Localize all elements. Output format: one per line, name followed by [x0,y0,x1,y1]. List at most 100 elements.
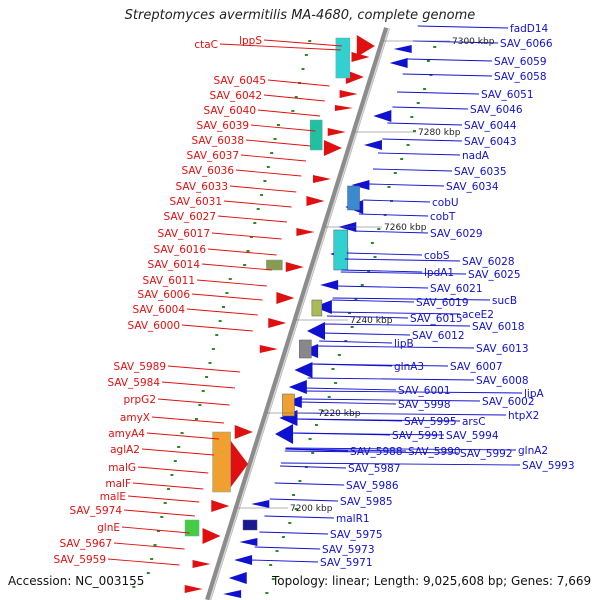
forward-gene-arrow [285,262,304,272]
tick-mark [249,236,253,238]
forward-gene-arrow [323,140,342,156]
left-gene-label: SAV_5974 [69,505,122,517]
tick-mark [173,460,177,462]
right-gene-label: sucB [492,295,517,307]
forward-gene-arrow [268,318,287,328]
left-gene-label: SAV_5967 [59,538,112,550]
left-gene-leader [217,215,287,223]
tick-mark [208,362,212,364]
forward-gene-arrow [351,52,370,62]
right-gene-label: SAV_6019 [416,297,469,309]
left-gene-leader [240,154,307,162]
left-gene-label: SAV_6000 [127,320,180,332]
tick-mark [269,564,273,566]
left-gene-label: SAV_6040 [203,105,256,117]
tick-mark [304,54,308,56]
right-gene-label: SAV_5975 [330,529,383,541]
left-gene-leader [113,542,185,550]
right-gene-label: SAV_6002 [482,396,535,408]
left-gene-label: SAV_6014 [147,259,200,271]
left-gene-leader [181,324,253,332]
right-gene-leader [259,531,329,535]
right-gene-label: SAV_6021 [430,283,483,295]
left-gene-label: SAV_6045 [213,75,266,87]
right-gene-leader [353,230,429,234]
reverse-gene-arrow [239,538,258,546]
tick-mark [354,298,358,300]
kbp-marker: 7220 kbp [318,409,361,419]
forward-gene-arrow [211,500,230,512]
left-gene-label: SAV_6031 [169,196,222,208]
right-gene-label: SAV_6028 [462,256,515,268]
right-gene-label: SAV_6035 [454,166,507,178]
left-gene-leader [123,509,195,517]
tick-mark [308,438,312,440]
tick-mark [215,334,219,336]
tick-mark [150,558,154,560]
tick-mark [327,396,331,398]
tick-mark [292,494,296,496]
right-gene-leader [387,122,463,126]
tick-mark [281,536,285,538]
left-gene-label: SAV_6033 [175,181,228,193]
right-gene-leader [332,297,491,301]
left-gene-leader [141,448,215,456]
right-gene-leader [324,323,471,327]
tick-mark [243,264,247,266]
right-gene-label: SAV_5993 [522,460,575,472]
left-gene-label: malF [105,478,131,490]
right-gene-label: SAV_5990 [408,446,461,458]
tick-mark [177,446,181,448]
left-gene-leader [121,526,190,534]
tick-mark [270,152,274,154]
tick-mark [350,326,354,328]
genome-backbone [205,27,390,600]
left-gene-label: aglA2 [110,444,140,456]
tick-mark [321,410,325,412]
right-gene-leader [319,340,393,344]
left-gene-leader [250,124,316,132]
reverse-gene-arrow [223,590,242,598]
right-gene-label: lipA [524,388,544,400]
reverse-gene-arrow [373,110,392,122]
left-gene-label: amyA4 [108,428,145,440]
tick-mark [260,194,264,196]
right-gene-label: htpX2 [508,410,539,422]
left-gene-leader [132,482,204,490]
map-title: Streptomyces avermitilis MA-4680, comple… [124,8,476,23]
left-gene-leader [157,398,230,406]
forward-gene-block [335,37,351,79]
right-gene-label: arsC [462,416,486,428]
reverse-gene-arrow [234,555,253,565]
left-gene-leader [263,94,325,102]
forward-gene-arrow [345,70,364,84]
left-gene-leader [257,109,321,117]
genome-backbone-highlight [209,27,390,600]
tick-mark [344,340,348,342]
left-gene-leader [201,263,272,271]
right-gene-label: lipB [394,338,414,350]
right-gene-leader [294,418,461,422]
right-gene-leader [397,91,480,95]
forward-gene-arrow [192,560,211,568]
right-gene-label: aceE2 [462,309,494,321]
right-gene-label: SAV_6013 [476,343,529,355]
right-gene-label: SAV_6034 [446,181,499,193]
tick-mark [265,592,269,594]
kbp-marker: 7280 kbp [418,128,461,138]
left-gene-label: SAV_6004 [132,304,185,316]
left-gene-leader [267,79,330,87]
left-gene-leader [107,558,180,566]
right-gene-label: SAV_6046 [470,104,523,116]
right-gene-leader [368,183,445,187]
tick-mark [298,480,302,482]
reverse-gene-block [347,185,360,211]
right-gene-label: SAV_5992 [460,448,513,460]
tick-mark [334,382,338,384]
right-gene-label: lpdA1 [424,267,454,279]
tick-mark [370,242,374,244]
tick-mark [160,516,164,518]
right-gene-leader [285,448,407,452]
right-gene-leader [331,299,415,303]
tick-mark [387,186,391,188]
